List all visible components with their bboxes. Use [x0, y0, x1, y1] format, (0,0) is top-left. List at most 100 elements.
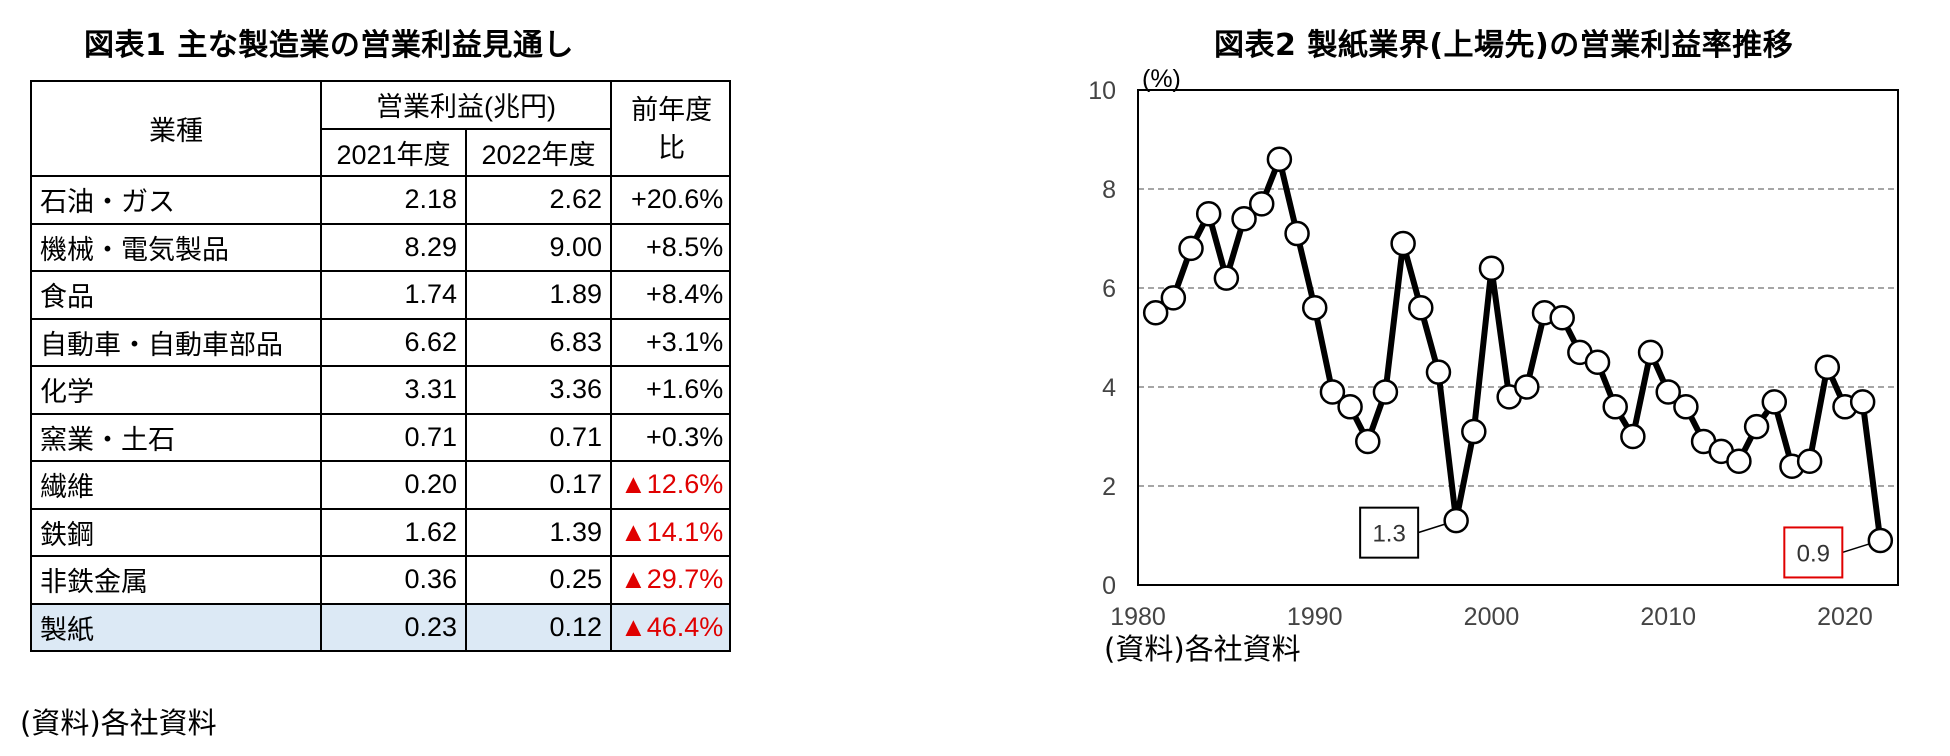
- cell-fy2021: 0.71: [320, 412, 467, 462]
- x-tick-label: 2000: [1464, 603, 1520, 631]
- y-tick-label: 4: [1102, 374, 1116, 402]
- cell-fy2022: 3.36: [465, 365, 612, 415]
- data-point: [1301, 295, 1328, 321]
- data-point: [1743, 413, 1770, 440]
- cell-yoy: ▲14.1%: [609, 507, 732, 557]
- profit-table: 業種 営業利益(兆円) 前年度比 2021年度 2022年度 石油・ガス 2.18…: [30, 80, 732, 652]
- cell-fy2021: 2.18: [320, 175, 467, 225]
- data-point: [1266, 146, 1293, 173]
- cell-fy2022: 0.17: [465, 460, 612, 510]
- cell-industry: 食品: [30, 270, 322, 320]
- cell-yoy: ▲12.6%: [609, 460, 732, 510]
- table-row: 繊維 0.20 0.17 ▲12.6%: [30, 460, 732, 510]
- x-tick-label: 2020: [1817, 603, 1873, 631]
- x-tick-label: 1980: [1110, 603, 1166, 631]
- x-tick-label: 2010: [1640, 603, 1696, 631]
- data-point: [1213, 265, 1240, 291]
- data-point: [1849, 389, 1876, 415]
- operating-margin-chart: 0 2 4 6 8 10 1980 1990 2000 2010 2020 (%) 1.3 0.9: [1088, 65, 1899, 631]
- plot-frame: [1137, 89, 1899, 586]
- data-point: [1425, 359, 1452, 385]
- y-tick-label: 10: [1088, 77, 1116, 105]
- data-point: [1726, 448, 1752, 474]
- data-point: [1443, 507, 1469, 534]
- data-point: [1655, 379, 1681, 405]
- cell-fy2021: 0.20: [320, 460, 467, 510]
- cell-fy2022: 0.71: [465, 412, 612, 462]
- data-point: [1867, 527, 1894, 554]
- table-source: (資料)各社資料: [20, 706, 217, 740]
- cell-yoy: +0.3%: [609, 412, 732, 462]
- header-profit-group: 営業利益(兆円): [320, 80, 612, 130]
- annotation-label: 1.3: [1372, 521, 1405, 548]
- cell-yoy: +8.5%: [609, 222, 732, 272]
- cell-fy2021: 1.74: [320, 270, 467, 320]
- table-title: 図表1 主な製造業の営業利益見通し: [84, 28, 574, 63]
- data-point: [1408, 295, 1434, 321]
- table-row: 鉄鋼 1.62 1.39 ▲14.1%: [30, 507, 732, 557]
- data-point: [1814, 354, 1841, 380]
- cell-yoy: ▲29.7%: [609, 555, 732, 605]
- y-axis-label: (%): [1142, 65, 1181, 93]
- header-industry: 業種: [30, 80, 322, 177]
- data-point: [1142, 300, 1169, 326]
- data-point: [1796, 448, 1823, 474]
- table-row: 製紙 0.23 0.12 ▲46.4%: [30, 602, 732, 652]
- cell-fy2022: 0.25: [465, 555, 612, 605]
- annotation-label: 0.9: [1797, 540, 1830, 567]
- y-tick-label: 0: [1102, 572, 1116, 600]
- cell-fy2022: 1.39: [465, 507, 612, 557]
- cell-fy2021: 0.23: [320, 602, 467, 652]
- cell-yoy: ▲46.4%: [609, 602, 732, 652]
- cell-industry: 化学: [30, 365, 322, 415]
- cell-fy2022: 0.12: [465, 602, 612, 652]
- cell-fy2021: 3.31: [320, 365, 467, 415]
- table-row: 窯業・土石 0.71 0.71 +0.3%: [30, 412, 732, 462]
- data-point: [1673, 394, 1699, 420]
- cell-industry: 非鉄金属: [30, 555, 322, 605]
- data-point: [1514, 374, 1540, 400]
- cell-yoy: +20.6%: [609, 175, 732, 225]
- cell-fy2022: 9.00: [465, 222, 612, 272]
- data-point: [1637, 339, 1664, 366]
- cell-fy2021: 1.62: [320, 507, 467, 557]
- table-row: 石油・ガス 2.18 2.62 +20.6%: [30, 175, 732, 225]
- data-point: [1195, 201, 1222, 227]
- data-point: [1620, 423, 1646, 450]
- data-point: [1178, 235, 1204, 262]
- data-point: [1602, 394, 1628, 420]
- cell-yoy: +3.1%: [609, 317, 732, 367]
- cell-yoy: +1.6%: [609, 365, 732, 415]
- data-point: [1355, 428, 1381, 455]
- data-point: [1549, 304, 1575, 331]
- y-tick-label: 6: [1102, 275, 1116, 303]
- data-point: [1461, 418, 1487, 445]
- annotation-box: [1783, 526, 1844, 579]
- y-tick-label: 8: [1102, 176, 1116, 204]
- cell-industry: 機械・電気製品: [30, 222, 322, 272]
- cell-fy2021: 0.36: [320, 555, 467, 605]
- data-point: [1231, 205, 1257, 232]
- x-tick-label: 1990: [1287, 603, 1343, 631]
- annotation-box: [1359, 506, 1420, 559]
- cell-industry: 製紙: [30, 602, 322, 652]
- y-tick-label: 2: [1102, 473, 1116, 501]
- data-point: [1390, 230, 1416, 257]
- cell-fy2022: 1.89: [465, 270, 612, 320]
- cell-industry: 繊維: [30, 460, 322, 510]
- table-row: 機械・電気製品 8.29 9.00 +8.5%: [30, 222, 732, 272]
- table-row: 化学 3.31 3.36 +1.6%: [30, 365, 732, 415]
- header-fy2021: 2021年度: [320, 127, 467, 177]
- table-row: 非鉄金属 0.36 0.25 ▲29.7%: [30, 555, 732, 605]
- cell-fy2022: 2.62: [465, 175, 612, 225]
- cell-fy2021: 8.29: [320, 222, 467, 272]
- data-point: [1761, 389, 1788, 415]
- data-point: [1584, 349, 1611, 375]
- data-point: [1337, 394, 1363, 420]
- data-point: [1319, 379, 1346, 405]
- data-point: [1372, 379, 1399, 405]
- cell-industry: 鉄鋼: [30, 507, 322, 557]
- data-point: [1478, 255, 1505, 281]
- header-yoy: 前年度比: [609, 80, 732, 177]
- cell-industry: 石油・ガス: [30, 175, 322, 225]
